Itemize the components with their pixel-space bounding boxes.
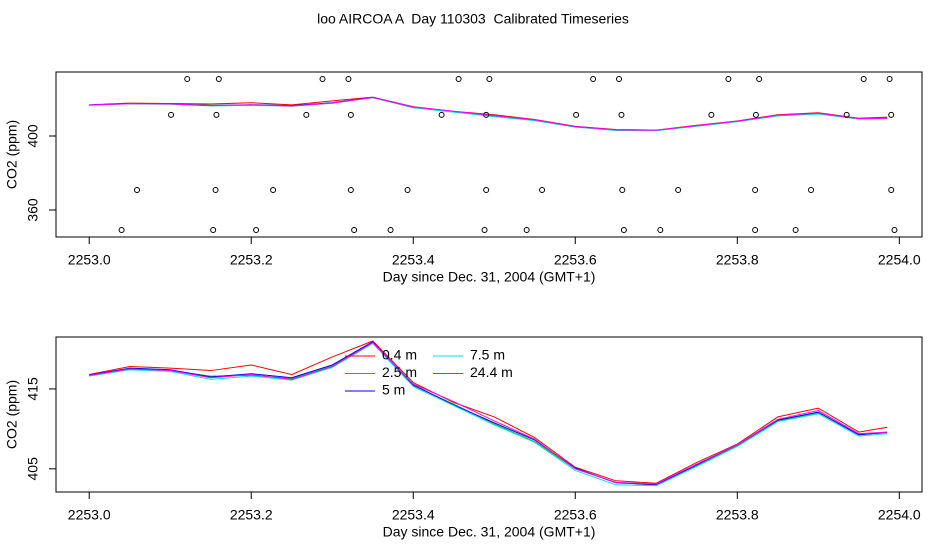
point [212,187,219,194]
point [215,76,222,83]
point [270,187,277,194]
legend-label: 0.4 m [382,347,417,363]
point [618,111,625,118]
point [213,111,220,118]
x-tick-label: 2254.0 [878,507,921,523]
x-tick-label: 2254.0 [878,252,921,268]
x-tick-label: 2253.2 [230,507,273,523]
point [303,111,310,118]
point [523,226,530,233]
legend-label: 2.5 m [382,364,417,380]
point [808,187,815,194]
series-line [89,340,888,484]
legend-label: 5 m [382,382,405,398]
point [657,226,664,233]
x-tick-label: 2253.4 [392,507,435,523]
x-tick-label: 2253.8 [716,252,759,268]
y-tick-label: 400 [25,124,41,148]
point [319,76,326,83]
point [573,111,580,118]
point [347,111,354,118]
point [483,111,490,118]
x-tick-label: 2253.6 [554,507,597,523]
x-tick-label: 2253.2 [230,252,273,268]
point [134,187,141,194]
series-line [89,341,888,485]
point [455,76,462,83]
x-tick-label: 2253.6 [554,252,597,268]
x-tick-label: 2253.4 [392,252,435,268]
point [118,226,125,233]
point [481,226,488,233]
point [486,76,493,83]
point [404,187,411,194]
point [210,226,217,233]
series-line [89,342,888,487]
chart-title: loo AIRCOA A Day 110303 Calibrated Times… [317,11,629,27]
legend-label: 7.5 m [470,347,505,363]
x-axis-label: Day since Dec. 31, 2004 (GMT+1) [383,269,596,285]
x-tick-label: 2253.8 [716,507,759,523]
point [619,187,626,194]
x-tick-label: 2253.0 [68,507,111,523]
x-tick-label: 2253.0 [68,252,111,268]
point [888,111,895,118]
y-axis-label: CO2 (ppm) [4,380,20,449]
point [891,226,898,233]
point [792,226,799,233]
plot-frame [55,336,923,493]
x-axis-label: Day since Dec. 31, 2004 (GMT+1) [383,524,596,540]
point [590,76,597,83]
point [539,187,546,194]
legend-label: 24.4 m [470,364,513,380]
point [888,187,895,194]
point [347,187,354,194]
series-line [89,97,888,131]
y-axis-label: CO2 (ppm) [4,120,20,189]
point [725,76,732,83]
point [860,76,867,83]
point [184,76,191,83]
point [620,226,627,233]
point [843,111,850,118]
point [616,76,623,83]
point [483,187,490,194]
point [752,226,759,233]
y-tick-label: 360 [25,198,41,222]
point [752,187,759,194]
point [756,76,763,83]
plot-frame [55,71,923,238]
point [253,226,260,233]
point [351,226,358,233]
point [675,187,682,194]
point [345,76,352,83]
point [438,111,445,118]
point [387,226,394,233]
y-tick-label: 405 [25,457,41,481]
point [752,111,759,118]
point [168,111,175,118]
point [886,76,893,83]
point [708,111,715,118]
y-tick-label: 415 [25,377,41,401]
